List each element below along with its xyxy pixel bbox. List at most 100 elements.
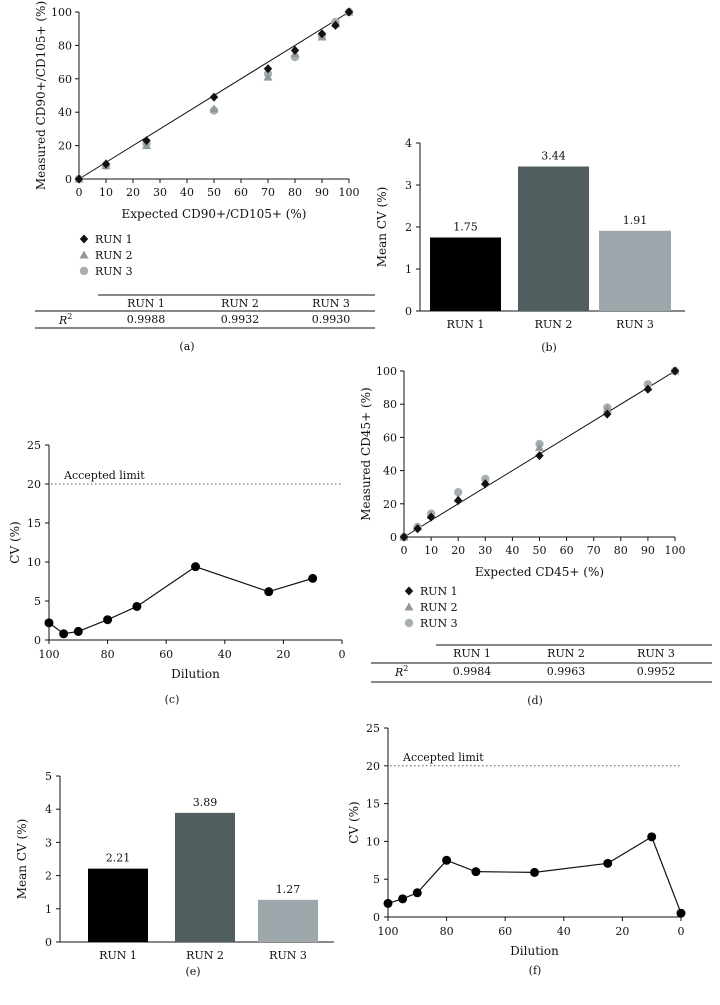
table-cell: 0.9984 <box>453 665 492 678</box>
table-row-label: R2 <box>394 664 408 679</box>
x-tick-label: 0 <box>401 544 408 557</box>
y-tick-label: 40 <box>58 106 72 119</box>
x-tick-label: 80 <box>101 648 115 661</box>
x-tick-label: 40 <box>557 925 571 938</box>
y-tick-label: 1 <box>45 903 52 916</box>
table-cell: 0.9988 <box>127 313 166 326</box>
x-tick-label: 100 <box>39 648 60 661</box>
data-label: 1.75 <box>453 221 478 234</box>
cv-point <box>191 562 200 572</box>
cv-point <box>676 908 686 918</box>
point-run-1 <box>454 495 463 505</box>
legend-entry: RUN 3 <box>95 265 133 278</box>
x-tick-label: 60 <box>498 925 512 938</box>
r-squared-sup: 2 <box>403 664 408 673</box>
x-tick-label: 60 <box>560 544 574 557</box>
table-row-label: R2 <box>58 312 72 327</box>
y-tick-label: 60 <box>58 73 72 86</box>
y-axis-label: Measured CD90+/CD105+ (%) <box>34 1 48 190</box>
panel-label-d: (d) <box>527 694 543 707</box>
cv-point <box>647 832 657 842</box>
y-axis-label: CV (%) <box>8 521 22 563</box>
point-run-2 <box>142 141 151 150</box>
cv-point <box>530 867 539 877</box>
y-tick-label: 2 <box>405 221 412 234</box>
point-run-1 <box>603 409 612 419</box>
y-tick-label: 20 <box>366 760 380 773</box>
cv-point <box>383 898 393 908</box>
table-header: RUN 3 <box>312 297 350 310</box>
cv-point <box>73 626 83 636</box>
point-run-1 <box>670 366 680 376</box>
x-tick-label: 50 <box>533 544 547 557</box>
point-run-2 <box>209 104 219 113</box>
y-tick-label: 25 <box>27 439 41 452</box>
y-tick-label: 20 <box>383 498 397 511</box>
panel-label-e: (e) <box>185 965 200 978</box>
legend-entry: RUN 2 <box>420 601 458 614</box>
y-tick-label: 0 <box>45 936 52 949</box>
y-tick-label: 100 <box>376 365 397 378</box>
y-tick-label: 0 <box>34 634 41 647</box>
data-label: 3.89 <box>193 796 218 809</box>
x-tick-label: 80 <box>614 544 628 557</box>
point-run-1 <box>74 174 84 184</box>
bar-3 <box>258 899 318 942</box>
cv-point <box>471 867 481 877</box>
table-cell: 0.9952 <box>637 665 676 678</box>
table-cell: 0.9930 <box>312 313 351 326</box>
y-axis-label: Measured CD45+ (%) <box>359 387 373 520</box>
cv-point <box>59 629 69 639</box>
bar-3 <box>599 230 671 311</box>
table-cell: 0.9963 <box>547 665 586 678</box>
x-tick-label: 100 <box>665 544 686 557</box>
y-tick-label: 60 <box>383 431 397 444</box>
x-tick-label: RUN 3 <box>269 949 307 962</box>
x-tick-label: 20 <box>276 648 290 661</box>
point-run-1 <box>317 29 327 39</box>
panel-label-a: (a) <box>179 340 194 353</box>
legend-entry: RUN 1 <box>95 233 133 246</box>
point-run-1 <box>101 159 111 169</box>
x-tick-label: RUN 2 <box>186 949 224 962</box>
x-axis-label: Expected CD90+/CD105+ (%) <box>122 207 307 221</box>
y-tick-label: 80 <box>58 39 72 52</box>
y-axis-label: Mean CV (%) <box>15 819 29 900</box>
panel-label-f: (f) <box>529 964 542 977</box>
y-tick-label: 0 <box>405 305 412 318</box>
y-tick-label: 5 <box>45 770 52 783</box>
y-tick-label: 5 <box>34 595 41 608</box>
table-header: RUN 1 <box>127 297 165 310</box>
x-tick-label: 10 <box>424 544 438 557</box>
accepted-limit-label: Accepted limit <box>402 751 484 764</box>
panel-label-b: (b) <box>541 341 557 354</box>
r-squared-sup: 2 <box>67 312 72 321</box>
legend-marker-3 <box>79 266 89 276</box>
x-tick-label: 70 <box>587 544 601 557</box>
legend-marker-2 <box>404 602 414 611</box>
point-run-1 <box>535 451 544 461</box>
point-run-1 <box>142 136 151 146</box>
y-tick-label: 80 <box>383 398 397 411</box>
y-tick-label: 2 <box>45 870 52 883</box>
legend-entry: RUN 1 <box>420 585 458 598</box>
x-tick-label: 100 <box>378 925 399 938</box>
x-tick-label: 20 <box>451 544 465 557</box>
cv-point <box>398 894 408 904</box>
legend-marker-2 <box>79 250 89 259</box>
table-header: RUN 3 <box>637 647 675 660</box>
point-run-1 <box>209 92 219 102</box>
cv-series-line <box>48 566 313 635</box>
y-tick-label: 4 <box>45 803 52 816</box>
legend-marker-1 <box>404 586 414 596</box>
y-tick-label: 15 <box>366 798 380 811</box>
point-run-1 <box>344 7 354 17</box>
point-run-3 <box>454 487 463 497</box>
point-run-1 <box>331 20 340 30</box>
x-axis-label: Expected CD45+ (%) <box>475 565 604 579</box>
x-tick-label: 60 <box>159 648 173 661</box>
x-tick-label: RUN 3 <box>616 318 654 331</box>
bar-2 <box>518 166 589 311</box>
table-header: RUN 2 <box>547 647 585 660</box>
